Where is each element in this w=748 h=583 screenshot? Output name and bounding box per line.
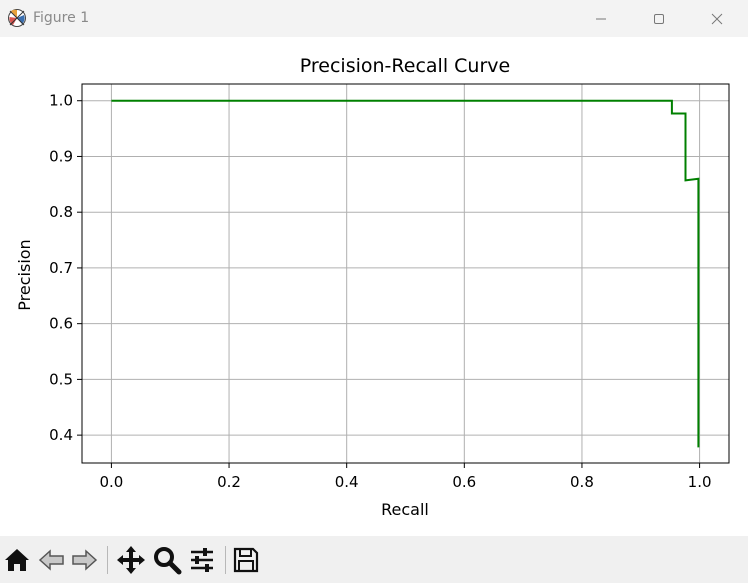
- plot-frame: [81, 83, 730, 464]
- x-tick-label: 0.4: [335, 473, 359, 491]
- x-tick-label: 0.6: [452, 473, 476, 491]
- home-button[interactable]: [1, 544, 33, 576]
- zoom-button[interactable]: [151, 544, 183, 576]
- close-button[interactable]: [694, 0, 740, 37]
- maximize-icon: [654, 13, 664, 24]
- pan-move-icon: [117, 546, 145, 574]
- navigation-toolbar: [0, 536, 748, 583]
- window-titlebar: Figure 1: [0, 0, 748, 37]
- toolbar-separator: [107, 546, 108, 574]
- save-button[interactable]: [230, 544, 262, 576]
- minimize-button[interactable]: [578, 0, 624, 37]
- y-tick-label: 0.9: [49, 147, 73, 165]
- x-axis-label: Recall: [381, 500, 429, 519]
- y-tick-label: 0.4: [49, 426, 73, 444]
- y-tick-label: 0.5: [49, 370, 73, 388]
- pr-curve-line: [111, 99, 700, 448]
- home-icon: [5, 549, 29, 571]
- x-tick-label: 0.0: [99, 473, 123, 491]
- y-tick-label: 0.6: [49, 315, 73, 333]
- maximize-button[interactable]: [636, 0, 682, 37]
- y-tick-label: 1.0: [49, 92, 73, 110]
- chart-title: Precision-Recall Curve: [300, 55, 510, 77]
- x-tick-label: 0.2: [217, 473, 241, 491]
- y-tick-label: 0.7: [49, 259, 73, 277]
- x-tick-label: 0.8: [570, 473, 594, 491]
- y-tick-label: 0.8: [49, 203, 73, 221]
- line-layer: [111, 99, 700, 448]
- close-icon: [711, 13, 723, 24]
- x-tick-label: 1.0: [688, 473, 712, 491]
- tick-layer: 0.0 0.2 0.4 0.6 0.8 1.0 0.4 0.5 0.6 0.7 0.8 0.9 1.0: [49, 92, 711, 491]
- toolbar-separator: [225, 546, 226, 574]
- save-disk-icon: [233, 547, 259, 573]
- window-title: Figure 1: [33, 10, 90, 26]
- figure-canvas[interactable]: 0.0 0.2 0.4 0.6 0.8 1.0 0.4 0.5 0.6 0.7 0.8 0.9 1.0 …: [0, 37, 748, 536]
- forward-arrow-icon: [72, 549, 98, 571]
- configure-subplots-button[interactable]: [186, 544, 218, 576]
- back-button[interactable]: [36, 544, 68, 576]
- matplotlib-app-icon: [8, 9, 26, 27]
- pr-curve-chart: 0.0 0.2 0.4 0.6 0.8 1.00.40.50.60.70.80.91.0 …: [15, 55, 730, 519]
- zoom-magnifier-icon: [154, 547, 182, 575]
- y-axis-label: Precision: [15, 239, 34, 310]
- grid-layer: [82, 84, 729, 463]
- configure-subplots-icon: [191, 548, 213, 572]
- pan-button[interactable]: [115, 544, 147, 576]
- forward-button[interactable]: [68, 544, 100, 576]
- back-arrow-icon: [38, 549, 64, 571]
- minimize-icon: [596, 18, 606, 19]
